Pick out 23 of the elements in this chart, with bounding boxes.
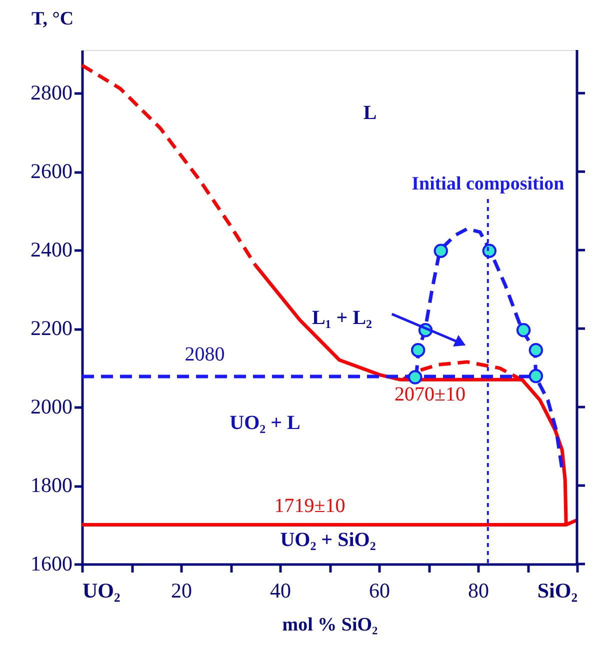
y-tick-label: 1800 xyxy=(30,473,72,498)
annotation: UO₂ + SiO₂ xyxy=(280,529,376,551)
y-tick-label: 2600 xyxy=(30,159,72,184)
annotation: 2070±10 xyxy=(394,384,466,406)
y-tick-label: 2800 xyxy=(30,80,72,105)
x-tick-label: 20 xyxy=(171,578,192,602)
x-axis-title: mol % SiO₂ xyxy=(282,614,378,636)
annotation: L₁ + L₂ xyxy=(312,307,372,329)
x-tick-label: UO₂ xyxy=(82,578,120,602)
annotation: 1719±10 xyxy=(274,494,346,517)
y-tick-label: 1600 xyxy=(30,552,72,576)
ref-line-label: Initial composition xyxy=(412,174,565,195)
x-tick-label: 60 xyxy=(369,578,390,602)
annotation: UO₂ + L xyxy=(230,412,300,434)
x-tick-label: 80 xyxy=(468,578,489,602)
y-axis-title: T, °C xyxy=(31,8,74,30)
x-tick-label: 40 xyxy=(270,578,291,602)
x-tick-label: SiO₂ xyxy=(537,578,578,602)
y-tick-label: 2400 xyxy=(30,238,72,262)
annotation: 2080 xyxy=(184,343,225,366)
annotation: L xyxy=(363,102,377,124)
y-tick-label: 2200 xyxy=(30,316,72,340)
y-tick-label: 2000 xyxy=(30,394,72,419)
